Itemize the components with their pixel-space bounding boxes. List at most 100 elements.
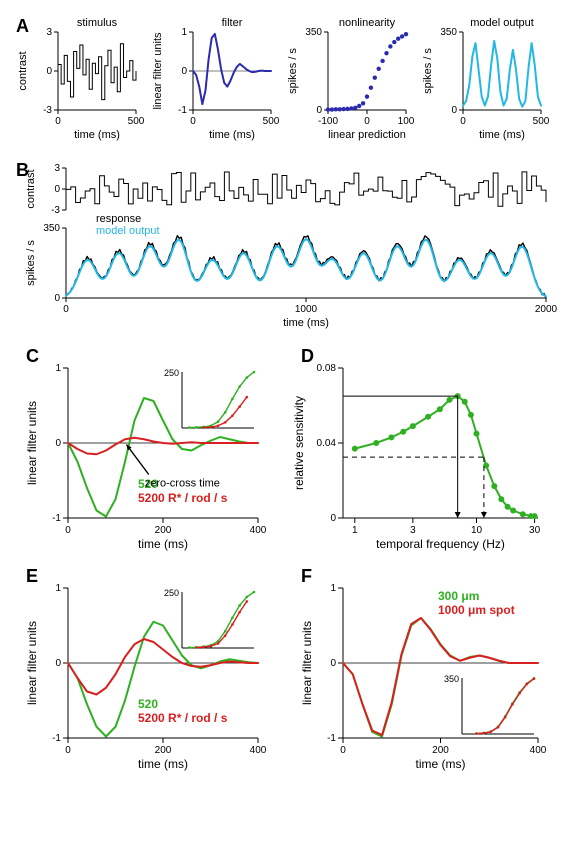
svg-text:model output: model output — [470, 17, 534, 29]
svg-text:-1: -1 — [52, 513, 61, 524]
svg-text:350: 350 — [444, 674, 459, 684]
svg-text:-100: -100 — [318, 116, 338, 127]
svg-text:0: 0 — [190, 116, 196, 127]
panel-e: E -1 0 1 0 200 400 time (ms) linear filter units… — [25, 566, 267, 771]
svg-text:0: 0 — [330, 513, 336, 524]
svg-text:1000: 1000 — [295, 304, 318, 315]
svg-text:linear filter units: linear filter units — [25, 401, 39, 485]
svg-text:100: 100 — [398, 116, 415, 127]
svg-text:250: 250 — [164, 368, 179, 378]
svg-text:5200 R* / rod / s: 5200 R* / rod / s — [138, 491, 228, 505]
svg-text:spikes / s: spikes / s — [422, 48, 434, 94]
svg-text:contrast: contrast — [25, 169, 37, 208]
svg-text:nonlinearity: nonlinearity — [339, 17, 396, 29]
svg-text:-3: -3 — [51, 205, 60, 216]
svg-text:520: 520 — [138, 697, 158, 711]
svg-text:F: F — [301, 566, 312, 586]
svg-text:time (ms): time (ms) — [74, 129, 120, 141]
svg-text:0: 0 — [364, 116, 370, 127]
svg-text:linear filter units: linear filter units — [300, 621, 314, 705]
svg-text:30: 30 — [529, 525, 541, 536]
svg-text:-1: -1 — [52, 733, 61, 744]
svg-text:spikes / s: spikes / s — [25, 240, 37, 286]
svg-text:time (ms): time (ms) — [138, 757, 188, 771]
svg-text:200: 200 — [432, 745, 449, 756]
panel-a-output: model output 0 350 0 500 spikes / s time (ms) — [422, 17, 550, 141]
svg-text:0: 0 — [55, 658, 61, 669]
svg-text:linear filter units: linear filter units — [25, 621, 39, 705]
svg-text:200: 200 — [155, 745, 172, 756]
svg-text:2000: 2000 — [535, 304, 558, 315]
svg-text:0: 0 — [54, 293, 60, 304]
svg-text:0: 0 — [340, 745, 346, 756]
svg-text:0: 0 — [330, 658, 336, 669]
svg-text:0: 0 — [460, 116, 466, 127]
svg-text:0.04: 0.04 — [317, 438, 337, 449]
svg-text:time (ms): time (ms) — [479, 129, 525, 141]
svg-text:0.08: 0.08 — [317, 363, 337, 374]
svg-text:1: 1 — [55, 583, 61, 594]
svg-text:1: 1 — [352, 525, 358, 536]
svg-text:1: 1 — [330, 583, 336, 594]
svg-text:350: 350 — [305, 27, 322, 38]
panel-a-stimulus: stimulus-3030500contrasttime (ms) — [17, 17, 145, 141]
svg-text:500: 500 — [533, 116, 550, 127]
svg-text:1000 μm spot: 1000 μm spot — [438, 603, 515, 617]
svg-text:-1: -1 — [327, 733, 336, 744]
svg-text:0: 0 — [63, 304, 69, 315]
svg-text:400: 400 — [530, 745, 547, 756]
svg-text:300 μm: 300 μm — [438, 589, 479, 603]
svg-text:350: 350 — [440, 27, 457, 38]
svg-text:0: 0 — [54, 184, 60, 195]
svg-text:350: 350 — [43, 223, 60, 234]
svg-text:0: 0 — [65, 525, 71, 536]
svg-text:time (ms): time (ms) — [283, 317, 329, 329]
panel-a-nonlinearity: nonlinearity0350-1000100spikes / slinear… — [287, 17, 415, 141]
svg-text:-3: -3 — [43, 105, 52, 116]
svg-text:linear prediction: linear prediction — [328, 129, 406, 141]
svg-text:3: 3 — [410, 525, 416, 536]
svg-text:response: response — [96, 213, 141, 225]
svg-text:zero-cross time: zero-cross time — [145, 478, 220, 490]
svg-text:3: 3 — [54, 163, 60, 174]
svg-text:200: 200 — [155, 525, 172, 536]
svg-text:0: 0 — [451, 105, 457, 116]
svg-text:time (ms): time (ms) — [416, 757, 466, 771]
svg-text:0: 0 — [65, 745, 71, 756]
svg-text:250: 250 — [164, 588, 179, 598]
svg-text:contrast: contrast — [17, 51, 29, 90]
panel-a-filter: filter-1010500linear filter unitstime (m… — [152, 17, 280, 141]
svg-text:relative sensitivity: relative sensitivity — [292, 396, 306, 490]
svg-text:time (ms): time (ms) — [138, 537, 188, 551]
svg-text:500: 500 — [263, 116, 280, 127]
svg-text:time (ms): time (ms) — [209, 129, 255, 141]
svg-text:spikes / s: spikes / s — [287, 48, 299, 94]
svg-text:1: 1 — [181, 27, 187, 38]
svg-text:0: 0 — [181, 66, 187, 77]
svg-text:0: 0 — [55, 116, 61, 127]
svg-text:C: C — [26, 346, 39, 366]
svg-text:linear filter units: linear filter units — [152, 32, 164, 110]
svg-text:400: 400 — [250, 525, 267, 536]
svg-text:5200 R* / rod / s: 5200 R* / rod / s — [138, 711, 228, 725]
svg-text:400: 400 — [250, 745, 267, 756]
figure: Astimulus-3030500contrasttime (ms)filter… — [8, 8, 558, 835]
panel-f: F -1 0 1 0 200 400 time (ms) linear filter units… — [300, 566, 547, 771]
svg-text:3: 3 — [46, 27, 52, 38]
svg-text:10: 10 — [471, 525, 483, 536]
panel-d: D 0 0.04 0.08 1 3 10 30 temporal frequency (Hz) r… — [292, 346, 541, 551]
svg-text:filter: filter — [222, 17, 243, 29]
svg-text:0: 0 — [316, 105, 322, 116]
svg-text:stimulus: stimulus — [77, 17, 118, 29]
svg-text:A: A — [16, 16, 29, 36]
svg-text:0: 0 — [55, 438, 61, 449]
panel-b: B-303contrast0350010002000time (ms)spike… — [16, 160, 558, 329]
svg-text:D: D — [301, 346, 314, 366]
svg-text:E: E — [26, 566, 38, 586]
svg-text:1: 1 — [55, 363, 61, 374]
svg-text:0: 0 — [46, 66, 52, 77]
svg-text:500: 500 — [128, 116, 145, 127]
svg-text:-1: -1 — [178, 105, 187, 116]
svg-text:model output: model output — [96, 225, 160, 237]
svg-text:temporal frequency (Hz): temporal frequency (Hz) — [376, 537, 505, 551]
